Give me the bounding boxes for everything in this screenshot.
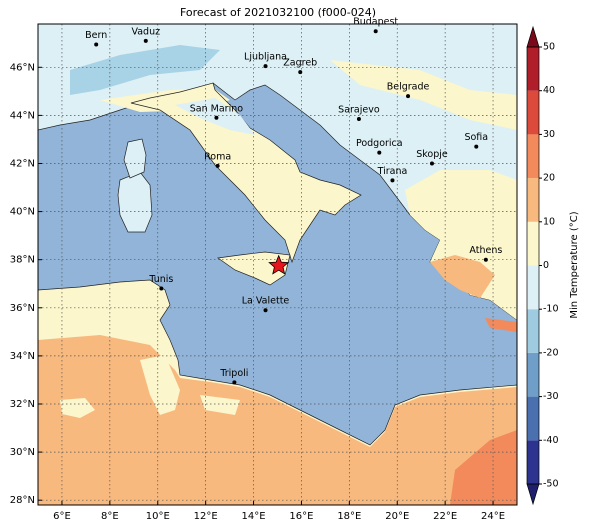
city-label: La Valette [242,296,290,307]
city-dot [390,178,395,183]
x-tick-label: 6°E [53,511,71,522]
city-dot [373,29,378,34]
city-label: Sofia [464,132,488,143]
x-tick-label: 18°E [337,511,361,522]
y-tick-label: 38°N [10,255,35,266]
city-label: Athens [469,245,502,256]
y-tick-label: 40°N [10,207,35,218]
city-dot [377,150,382,155]
grid [38,24,517,505]
colorbar-segment [527,90,539,135]
city-dot [356,116,361,121]
colorbar-tick-label: 30 [543,129,555,140]
city-dot [263,308,268,313]
colorbar-tick-label: -10 [543,304,559,315]
x-tick-label: 14°E [242,511,266,522]
x-tick-label: 24°E [481,511,505,522]
y-tick-label: 36°N [10,303,35,314]
colorbar-segment [527,47,539,91]
city-dot [94,42,99,47]
city-label: Roma [204,151,231,162]
x-tick-label: 10°E [146,511,170,522]
colorbar-tick-label: -50 [543,479,559,490]
city-dot [232,380,237,385]
city-label: Tirana [377,166,408,177]
city-label: Sarajevo [338,104,380,115]
colorbar-segment [527,352,539,397]
city-dot [429,161,434,166]
city-label: Bern [85,30,107,41]
city-label: Ljubljana [244,52,287,63]
x-tick-label: 22°E [433,511,457,522]
city-label: Tripoli [219,368,248,379]
city-label: Podgorica [356,138,403,149]
city-label: Zagreb [283,58,317,69]
city-label: San Marino [190,103,243,114]
city-dot [263,64,268,69]
city-dot [143,38,148,43]
colorbar-segment [527,440,539,484]
colorbar-segment [527,265,539,310]
colorbar-segment [527,309,539,353]
y-tick-label: 32°N [10,399,35,410]
city-dot [406,94,411,99]
colorbar-segment [527,178,539,222]
city-dot [474,144,479,149]
city-label: Skopje [416,149,448,160]
colorbar-tick-label: -40 [543,435,559,446]
colorbar-tick-label: -30 [543,391,559,402]
city-label: Budapest [353,17,398,28]
city-label: Belgrade [387,82,430,93]
colorbar-segment [527,396,539,441]
x-tick-label: 12°E [194,511,218,522]
city-dot [483,257,488,262]
colorbar-tick-label: 40 [543,85,555,96]
city-dot [298,70,303,75]
colorbar-tick-label: 20 [543,173,555,184]
y-tick-label: 30°N [10,447,35,458]
colorbar-tick-label: 0 [543,260,549,271]
x-tick-label: 16°E [289,511,313,522]
y-tick-label: 34°N [10,351,35,362]
city-label: Tunis [148,274,173,285]
x-tick-label: 8°E [101,511,119,522]
x-tick-label: 20°E [385,511,409,522]
city-dot [214,115,219,120]
colorbar-extend-high [526,25,540,48]
y-tick-label: 44°N [10,110,35,121]
city-dot [215,163,220,168]
colorbar-segment [527,134,539,179]
colorbar-tick-label: 10 [543,216,555,227]
colorbar-segment [527,221,539,266]
colorbar-label: Min Temperature (°C) [569,211,580,318]
y-tick-label: 42°N [10,158,35,169]
map-frame [37,23,518,506]
city-dot [159,286,164,291]
colorbar-tick-label: 50 [543,42,555,53]
y-tick-label: 46°N [10,62,35,73]
star-marker [268,254,290,275]
colorbar-extend-low [526,483,540,506]
city-label: Vaduz [131,26,160,37]
title: Forecast of 2021032100 (f000-024) [180,6,376,19]
colorbar-tick-label: -20 [543,347,559,358]
y-tick-label: 28°N [10,495,35,506]
